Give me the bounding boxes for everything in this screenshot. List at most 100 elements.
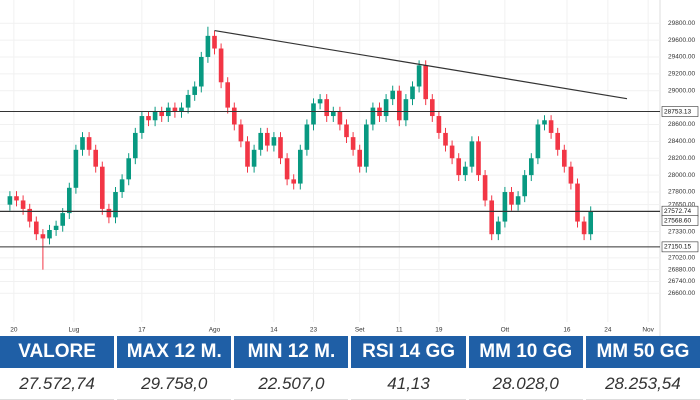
candle-body	[205, 35, 211, 57]
candle-body	[383, 99, 389, 117]
candle-body	[179, 107, 184, 112]
candle-body	[297, 149, 303, 184]
candle-body	[278, 137, 283, 159]
candle-body	[66, 187, 72, 214]
x-tick-label: Lug	[68, 327, 79, 334]
table-cell: 41,13	[351, 369, 466, 400]
candle-body	[548, 120, 554, 133]
candle-body	[212, 35, 217, 49]
candle-body	[390, 90, 396, 100]
y-tick-label: 28000.00	[668, 172, 695, 179]
y-tick-label: 26880.00	[668, 266, 695, 273]
candle-body	[396, 90, 402, 121]
candle-body	[462, 166, 468, 176]
candle-body	[449, 145, 455, 159]
candle-body	[192, 86, 198, 95]
candle-body	[258, 132, 264, 150]
candle-body	[93, 149, 99, 167]
x-tick-label: 16	[563, 327, 571, 334]
candle-body	[14, 196, 19, 201]
table-header-cell: MM 50 GG	[585, 336, 700, 368]
x-tick-label: Ago	[209, 327, 221, 334]
x-tick-label: 19	[435, 327, 443, 334]
candle-body	[522, 175, 528, 197]
y-tick-label: 29200.00	[668, 71, 695, 78]
candle-body	[509, 192, 514, 205]
y-tick-label: 27650.00	[668, 201, 695, 208]
table-header-cell: VALORE	[0, 336, 115, 368]
candle-body	[198, 56, 204, 87]
candle-body	[489, 200, 495, 235]
candle-body	[469, 141, 475, 167]
candle-body	[126, 158, 132, 180]
candle-body	[502, 192, 508, 222]
level-label: 27150.15	[664, 244, 691, 251]
level-label: 28753.13	[664, 108, 691, 115]
table-cell: 22.507,0	[234, 369, 349, 400]
candle-body	[60, 213, 66, 226]
candle-body	[528, 158, 534, 176]
candle-body	[119, 179, 125, 193]
candle-body	[172, 107, 178, 112]
table-header-cell: MM 10 GG	[468, 336, 583, 368]
table-header-cell: MIN 12 M.	[234, 336, 349, 368]
candle-body	[159, 111, 165, 117]
table-cell: 28.253,54	[585, 369, 700, 400]
candle-body	[20, 200, 26, 209]
x-tick-label: Set	[355, 327, 365, 334]
candle-body	[429, 99, 435, 117]
table-header-cell: RSI 14 GG	[351, 336, 466, 368]
candle-body	[132, 132, 138, 159]
table-cell: 28.028,0	[468, 369, 583, 400]
y-tick-label: 27800.00	[668, 189, 695, 196]
candle-body	[482, 175, 488, 201]
x-tick-label: 23	[310, 327, 318, 334]
candle-body	[7, 196, 13, 205]
candle-body	[284, 158, 290, 180]
candle-body	[264, 132, 270, 146]
candle-body	[330, 111, 336, 117]
level-label: 27572.74	[664, 208, 691, 215]
candle-body	[575, 183, 580, 222]
candle-body	[542, 120, 547, 125]
candle-body	[403, 99, 409, 121]
candle-body	[80, 137, 85, 150]
candle-body	[357, 149, 363, 167]
y-tick-label: 29400.00	[668, 54, 695, 61]
candle-body	[588, 211, 594, 235]
candle-body	[416, 65, 422, 87]
y-tick-label: 26600.00	[668, 290, 695, 297]
y-tick-label: 27020.00	[668, 255, 695, 262]
candle-body	[238, 124, 244, 142]
y-tick-label: 29000.00	[668, 87, 695, 94]
table-cell: 27.572,74	[0, 369, 115, 400]
candle-body	[370, 107, 376, 125]
candle-body	[337, 111, 343, 125]
candle-body	[350, 137, 356, 150]
level-label-box	[661, 241, 699, 253]
candle-body	[225, 82, 231, 108]
y-tick-label: 26740.00	[668, 278, 695, 285]
x-tick-label: 14	[270, 327, 278, 334]
y-tick-label: 27330.00	[668, 228, 695, 235]
candle-body	[410, 86, 415, 100]
candle-body	[344, 124, 349, 138]
candle-body	[363, 124, 369, 167]
candle-body	[561, 149, 567, 167]
candle-body	[304, 124, 310, 150]
candle-body	[139, 116, 145, 133]
candle-body	[231, 107, 237, 125]
candle-body	[251, 149, 257, 167]
candle-body	[568, 166, 574, 184]
candle-body	[436, 116, 442, 133]
candle-body	[245, 141, 250, 167]
table-cell: 29.758,0	[117, 369, 232, 400]
candle-body	[113, 192, 118, 218]
candle-body	[271, 137, 277, 146]
y-tick-label: 29800.00	[668, 20, 695, 27]
level-label: 27568.60	[664, 217, 691, 224]
table-header-cell: MAX 12 M.	[117, 336, 232, 368]
candle-body	[146, 116, 151, 121]
trendline	[214, 29, 628, 100]
